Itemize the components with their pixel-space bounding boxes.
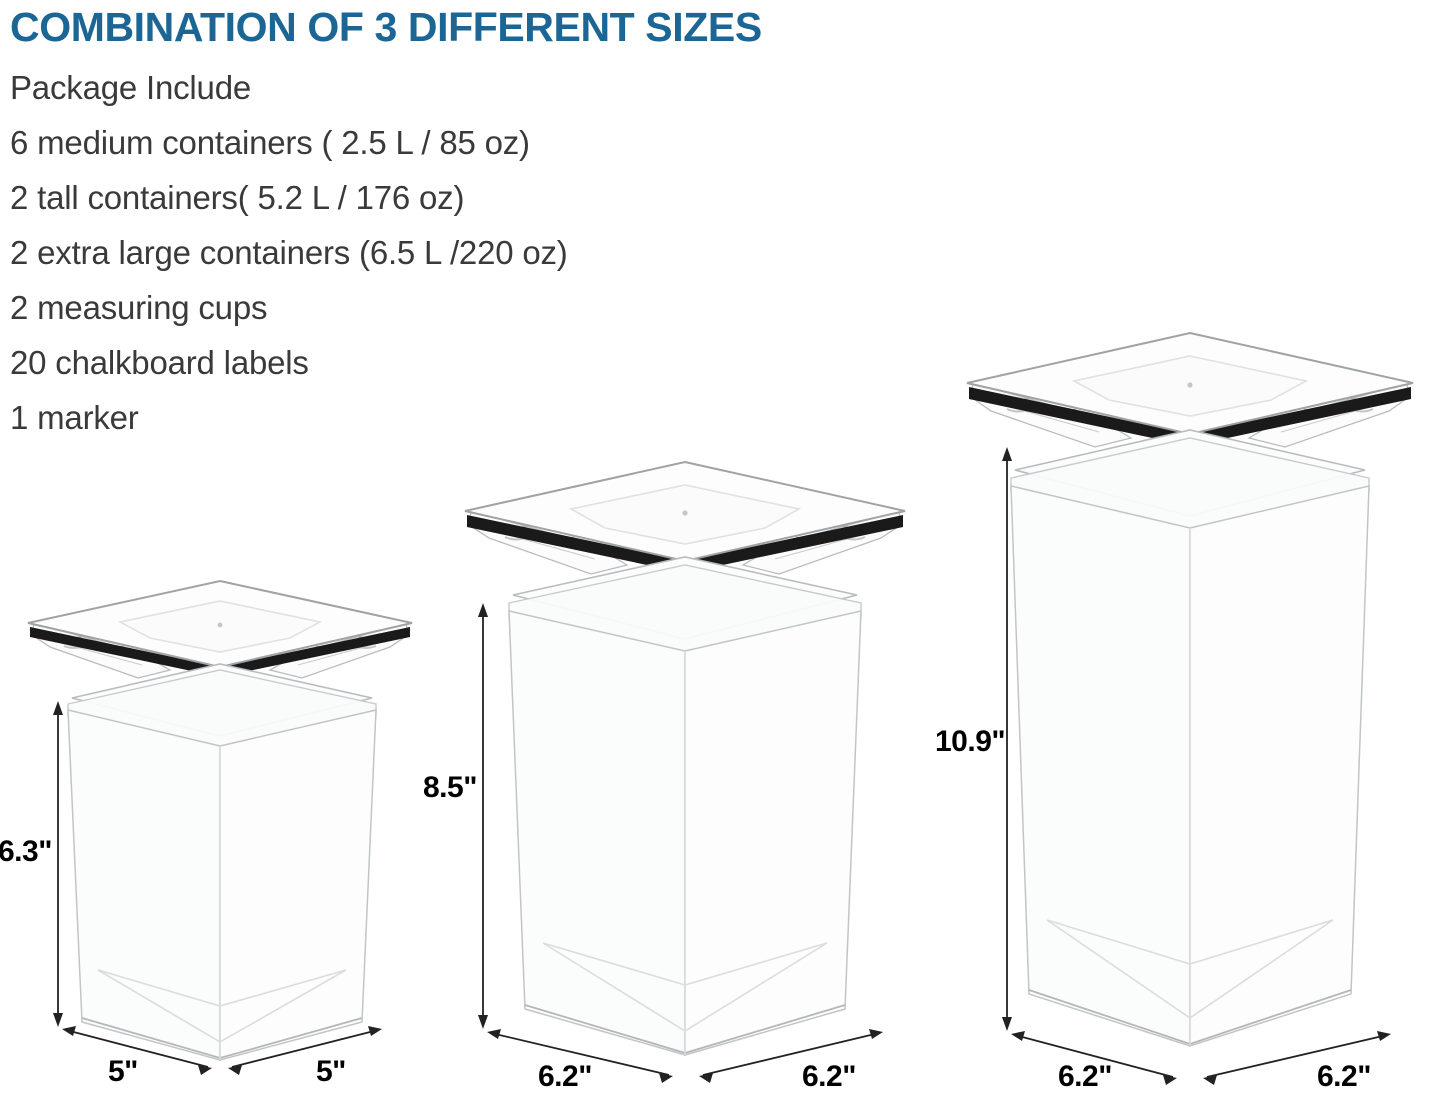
lid-center-dot <box>1187 382 1193 388</box>
extra-large-container-width-label: 6.2" <box>1317 1060 1371 1093</box>
tall-container-depth-label: 6.2" <box>538 1060 592 1093</box>
medium-container-illustration: 6.3" 5" 5" <box>0 575 440 1095</box>
tall-container-illustration: 8.5" 6.2" 6.2" <box>423 455 935 1095</box>
body-inner-bottom <box>97 969 347 1043</box>
medium-container-width-label: 5" <box>316 1055 346 1088</box>
medium-container-body <box>20 663 420 1090</box>
body-left-wall <box>67 709 221 1061</box>
extra-large-container-body <box>955 429 1425 1078</box>
body-inner-bottom <box>1046 919 1334 1019</box>
package-item: 2 measuring cups <box>10 289 268 326</box>
extra-large-container-depth-label: 6.2" <box>1058 1060 1112 1093</box>
package-item: 20 chalkboard labels <box>10 344 309 381</box>
tall-container-width-label: 6.2" <box>802 1060 856 1093</box>
extra-large-container-height-label: 10.9" <box>935 725 1006 758</box>
body-inner-bottom <box>542 942 828 1032</box>
package-item: 2 extra large containers (6.5 L /220 oz) <box>10 234 568 271</box>
body-left-wall <box>1010 485 1191 1048</box>
extra-large-container-illustration: 10.9" 6.2" 6.2" <box>935 325 1445 1095</box>
body-left-wall <box>508 610 686 1056</box>
package-item: 2 tall containers( 5.2 L / 176 oz) <box>10 179 465 216</box>
body-right-wall <box>684 610 862 1056</box>
package-include-list: Package Include 6 medium containers ( 2.… <box>10 60 770 445</box>
lid-center-dot <box>217 622 223 628</box>
extra-large-container-lid <box>955 325 1425 470</box>
body-right-wall <box>219 709 377 1061</box>
package-item: 6 medium containers ( 2.5 L / 85 oz) <box>10 124 530 161</box>
lid-center-dot <box>682 510 688 516</box>
tall-container-height-label: 8.5" <box>423 771 477 804</box>
package-include-heading: Package Include <box>10 69 252 106</box>
page-title: COMBINATION OF 3 DIFFERENT SIZES <box>10 4 762 50</box>
medium-container-depth-label: 5" <box>108 1055 138 1088</box>
medium-container-lid <box>20 575 420 695</box>
medium-container-height-label: 6.3" <box>0 835 52 868</box>
body-right-wall <box>1189 485 1370 1048</box>
package-item: 1 marker <box>10 399 139 436</box>
tall-container-body <box>455 556 915 1085</box>
